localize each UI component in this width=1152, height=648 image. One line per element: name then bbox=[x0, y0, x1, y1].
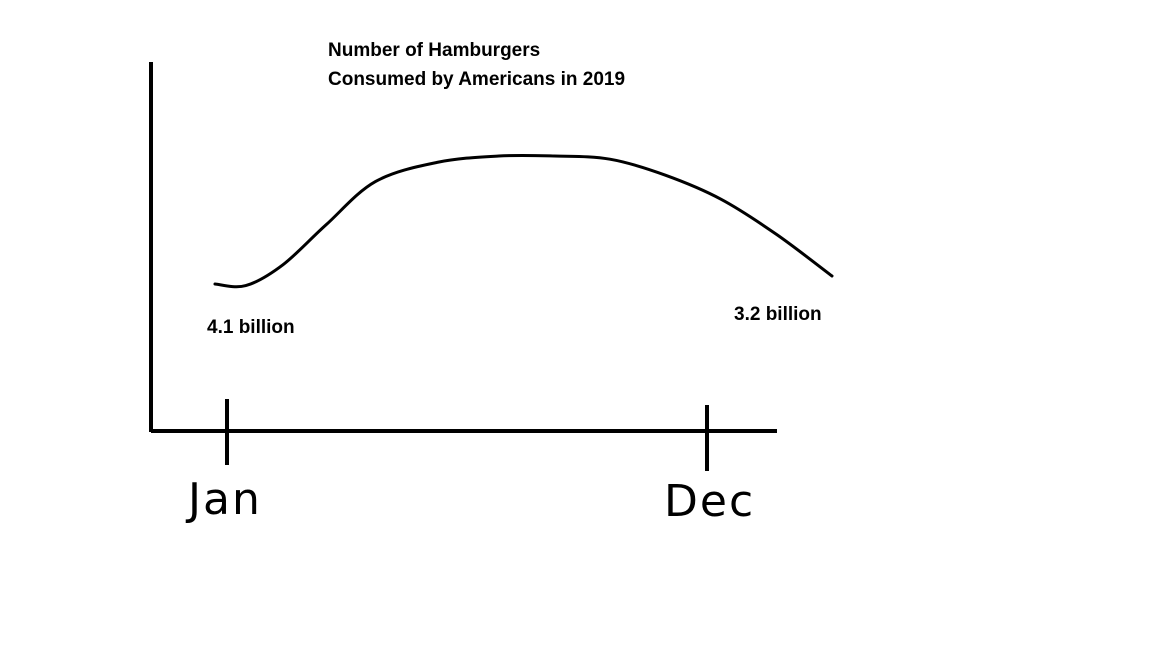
x-tick-label-dec: Dec bbox=[664, 476, 756, 527]
chart-title-line-2: Consumed by Americans in 2019 bbox=[328, 69, 626, 90]
series-line bbox=[213, 153, 834, 289]
x-tick-label-jan: Jan bbox=[188, 474, 262, 525]
data-label-start: 4.1 billion bbox=[207, 317, 295, 338]
chart-title-line-1: Number of Hamburgers bbox=[328, 40, 541, 61]
data-label-end: 3.2 billion bbox=[734, 304, 822, 325]
chart-title: Number of Hamburgers Consumed by America… bbox=[328, 36, 625, 94]
